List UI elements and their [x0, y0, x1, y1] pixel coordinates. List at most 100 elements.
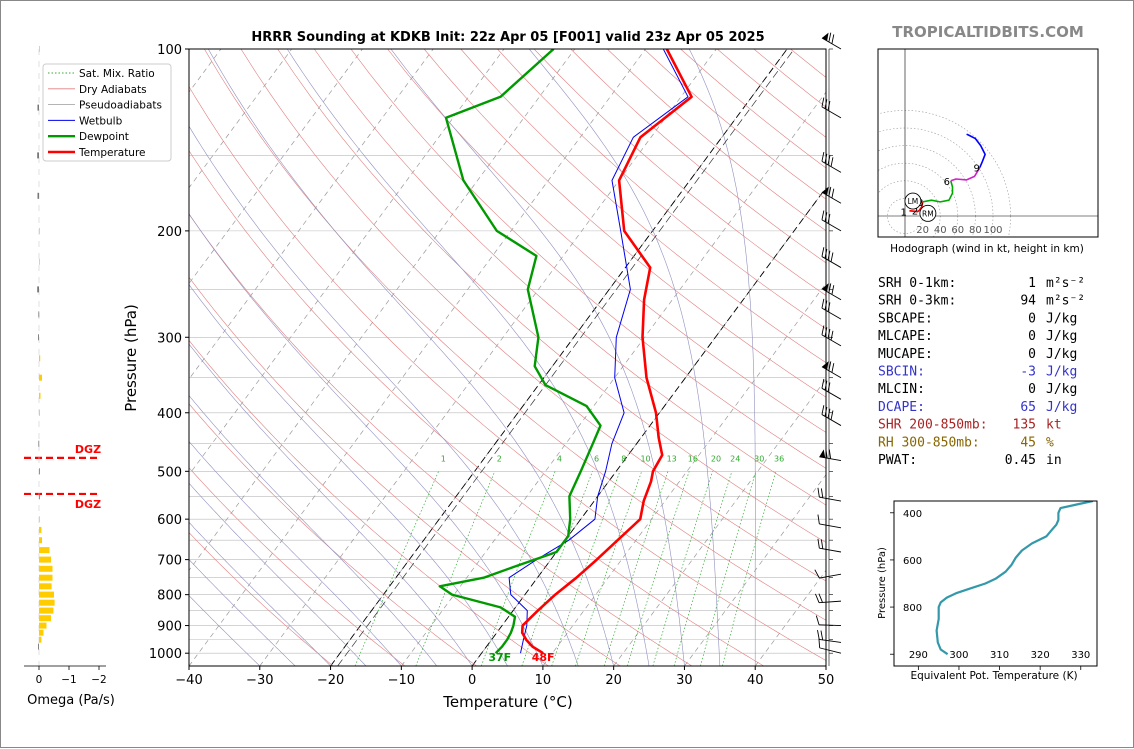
mixing-ratio-line [551, 471, 621, 666]
param-value: 0 [1028, 311, 1036, 326]
pseudoadiabat [208, 49, 614, 666]
omega-bar [39, 227, 40, 234]
isotherm [189, 49, 292, 189]
mixing-ratio-label: 30 [754, 455, 764, 464]
omega-bar [37, 104, 39, 111]
barb-feather [818, 593, 823, 603]
param-value: 0 [1028, 347, 1036, 362]
param-label: DCAPE: [878, 400, 925, 415]
isotherm [189, 49, 363, 285]
omega-bar [37, 286, 39, 293]
barb-feather [814, 569, 820, 579]
isotherm [189, 49, 505, 476]
barb-pennant [819, 449, 826, 458]
pseudoadiabat [189, 213, 544, 666]
parameter-table: SRH 0-1km: 1 m²s⁻² SRH 0-3km: 94 m²s⁻² SBCAPE:… [878, 276, 1085, 468]
omega-bar [39, 574, 53, 581]
mixing-ratio-line [521, 471, 593, 666]
barb-feather [828, 32, 832, 43]
mixing-ratio-label: 36 [774, 455, 784, 464]
legend: Sat. Mix. Ratio Dry Adiabats Pseudoadiabat… [42, 63, 172, 162]
wind-barb [819, 448, 842, 462]
x-tick-label: −20 [317, 673, 344, 688]
pseudoadiabat [390, 49, 685, 666]
x-tick-label: 0 [468, 673, 476, 688]
param-value: 0 [1028, 329, 1036, 344]
omega-bar [39, 46, 40, 52]
dgz-label: DGZ [75, 443, 101, 456]
param-label: RH 300-850mb: [878, 435, 980, 450]
param-label: MLCIN: [878, 382, 925, 397]
skewt-background: 1 2 4 6 8 10 13 16 20 24 30 36 [189, 49, 826, 666]
barb-feather [818, 638, 821, 648]
pseudoadiabat [189, 595, 261, 666]
legend-item: Dry Adiabats [79, 84, 147, 96]
wind-barb [821, 405, 842, 426]
barb-feather [831, 188, 835, 199]
dry-adiabat [189, 532, 334, 666]
barb-feather [820, 488, 824, 498]
dry-adiabat [790, 49, 826, 78]
omega-bar [39, 556, 51, 563]
barb-feather [821, 325, 825, 335]
barb-feather [831, 285, 835, 295]
wind-barb [817, 487, 842, 502]
legend-item: Sat. Mix. Ratio [79, 68, 155, 80]
param-unit: in [1046, 453, 1062, 468]
theta-e-ylabel: Pressure (hPa) [877, 547, 888, 619]
barb-feather [824, 327, 828, 337]
omega-bar [39, 583, 52, 590]
skewt-axes: −40 −30 −20 −10 0 10 20 30 40 5010020030040050060… [24, 43, 834, 688]
barb-staff [818, 624, 842, 627]
theta-e-xtick-label: 330 [1071, 650, 1090, 661]
barb-feather [821, 298, 825, 309]
surface-temperature-label: 48F [532, 651, 555, 664]
param-value: -3 [1020, 365, 1036, 380]
surface-dewpoint-label: 37F [488, 651, 511, 664]
omega-bar [39, 392, 41, 399]
omega-bar [39, 526, 42, 533]
barb-feather [824, 153, 828, 164]
omega-bar [39, 629, 44, 636]
mixing-ratio-line [575, 471, 643, 666]
barb-staff [819, 573, 842, 579]
hodograph-segment [950, 167, 981, 182]
wind-barb [817, 514, 842, 529]
barb-feather [821, 405, 825, 415]
pseudoadiabat [189, 284, 508, 666]
skewt-frame [188, 48, 827, 667]
omega-bar [39, 537, 42, 544]
profile-temperature [520, 49, 693, 655]
dry-adiabat [314, 49, 826, 506]
barb-feather [824, 99, 828, 109]
mixing-ratio-line [652, 471, 713, 666]
omega-bar [39, 409, 40, 416]
barb-staff [821, 106, 842, 119]
theta-e-xtick-label: 300 [949, 650, 968, 661]
isotherm [189, 49, 576, 571]
theta-e-frame [893, 500, 1098, 667]
barb-feather [815, 593, 820, 603]
omega-tick-label: −2 [91, 674, 106, 686]
pseudoadiabat [189, 395, 437, 666]
mixing-ratio-line [354, 471, 439, 666]
barb-feather [830, 157, 834, 167]
hodograph-height-label: 1 [900, 208, 906, 219]
mixing-ratio-line [603, 471, 669, 666]
barb-feather [824, 406, 828, 417]
wind-barb [821, 298, 842, 320]
barb-feather [820, 539, 824, 549]
barb-feather [824, 212, 828, 222]
param-label: SRH 0-3km: [878, 294, 956, 309]
param-label: SHR 200-850mb: [878, 418, 988, 433]
wind-barb [821, 378, 842, 400]
storm-motion-label: RM [922, 209, 934, 218]
mixing-ratio-line [415, 471, 496, 666]
pseudoadiabat [286, 49, 650, 666]
param-unit: J/kg [1046, 311, 1077, 326]
theta-e-ytick-label: 400 [903, 509, 922, 520]
y-tick-label: 200 [157, 225, 182, 240]
barb-feather [821, 378, 825, 389]
param-unit: J/kg [1046, 400, 1077, 415]
dry-adiabat [277, 49, 826, 543]
